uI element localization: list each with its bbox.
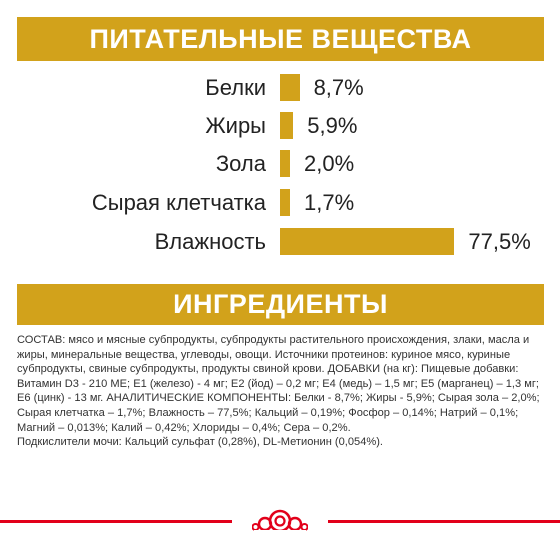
composition-text: СОСТАВ: мясо и мясные субпродукты, субпр… [17,334,540,434]
nutrient-label: Жиры [205,113,266,138]
nutrients-banner: ПИТАТЕЛЬНЫЕ ВЕЩЕСТВА [17,17,544,61]
nutrient-value: 1,7% [304,190,355,215]
footer-line-left [0,520,232,523]
nutrient-bar [280,189,290,216]
nutrient-row-ash: Зола 2,0% [0,148,560,180]
nutrient-row-fiber: Сырая клетчатка 1,7% [0,187,560,219]
nutrient-label: Белки [205,75,266,100]
nutrient-row-protein: Белки 8,7% [0,72,560,104]
nutrient-row-fat: Жиры 5,9% [0,110,560,142]
ingredients-title: ИНГРЕДИЕНТЫ [173,289,388,319]
nutrient-bar [280,228,455,255]
nutrient-value: 77,5% [468,229,531,254]
footer-line-right [328,520,560,523]
composition-block: СОСТАВ: мясо и мясные субпродукты, субпр… [17,333,547,450]
nutrients-title: ПИТАТЕЛЬНЫЕ ВЕЩЕСТВА [89,23,472,54]
urine-acidifiers-text: Подкислители мочи: Кальций сульфат (0,28… [17,436,384,449]
royal-canin-crown-icon [251,506,309,541]
nutrient-label: Сырая клетчатка [91,190,266,215]
ingredients-banner: ИНГРЕДИЕНТЫ [17,284,544,325]
nutrient-bar [280,74,300,101]
nutrient-value: 8,7% [313,75,364,100]
nutrient-row-moisture: Влажность 77,5% [0,226,560,258]
nutrient-label: Зола [215,151,266,176]
nutrient-value: 5,9% [307,113,358,138]
nutrient-bar [280,112,294,139]
nutrient-value: 2,0% [304,151,355,176]
nutrient-bar [280,150,290,177]
nutrient-label: Влажность [154,229,266,254]
